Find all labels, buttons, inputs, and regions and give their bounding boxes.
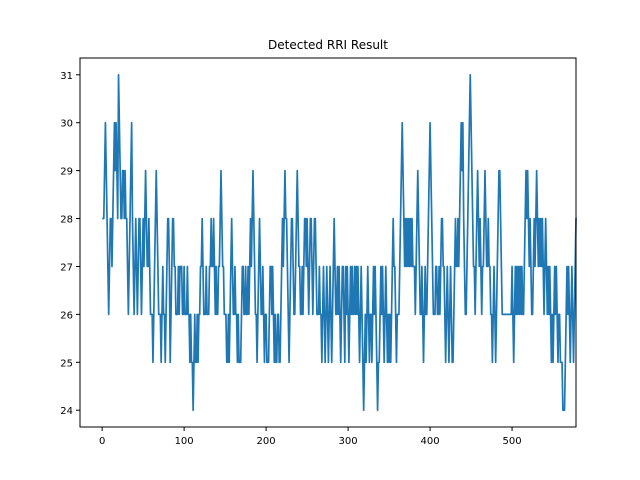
y-tick-label: 30 (60, 119, 73, 130)
x-tick-label: 100 (175, 436, 194, 447)
x-tick-label: 200 (257, 436, 276, 447)
y-tick-label: 29 (60, 167, 73, 178)
x-tick-label: 400 (421, 436, 440, 447)
axes-frame (79, 57, 577, 428)
axis-ticks: 0 100 200 300 400 500 24 25 26 27 28 29 30 31 (60, 71, 521, 447)
series-line-0 (102, 73, 577, 412)
y-tick-label: 27 (60, 262, 73, 273)
chart-title: Detected RRI Result (268, 38, 388, 52)
x-tick-label: 300 (339, 436, 358, 447)
plot-area (102, 73, 577, 412)
y-tick-label: 24 (60, 406, 73, 417)
x-tick-label: 0 (99, 436, 105, 447)
y-tick-label: 25 (60, 358, 73, 369)
y-tick-label: 28 (60, 215, 73, 226)
x-tick-label: 500 (503, 436, 522, 447)
y-tick-label: 26 (60, 310, 73, 321)
y-tick-label: 31 (60, 71, 73, 82)
